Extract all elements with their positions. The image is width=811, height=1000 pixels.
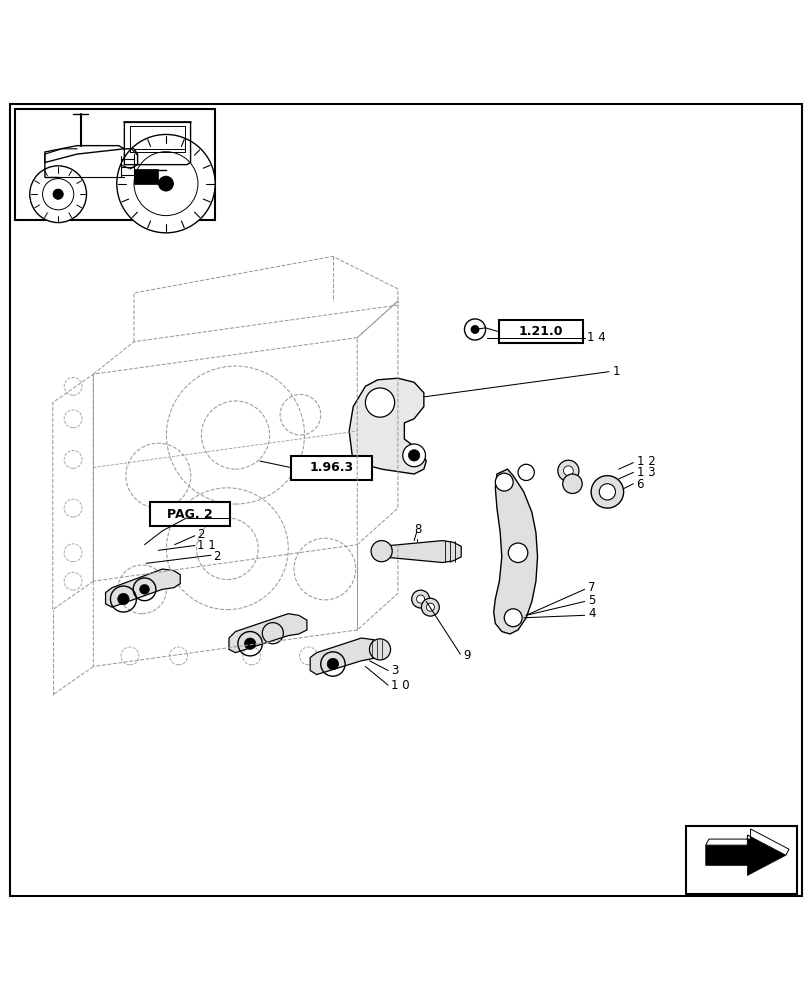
Circle shape [117, 134, 215, 233]
Text: 9: 9 [462, 649, 470, 662]
Polygon shape [381, 541, 461, 563]
Text: 1 4: 1 4 [586, 331, 605, 344]
Circle shape [327, 658, 338, 670]
Circle shape [464, 319, 485, 340]
Circle shape [408, 450, 419, 461]
Bar [499, 320, 582, 343]
Circle shape [30, 166, 87, 223]
Polygon shape [310, 638, 383, 675]
Circle shape [411, 590, 429, 608]
Polygon shape [705, 829, 788, 855]
Bar [150, 502, 230, 526]
Text: 5: 5 [587, 594, 594, 607]
Circle shape [470, 325, 478, 334]
Circle shape [495, 473, 513, 491]
Circle shape [590, 476, 623, 508]
Circle shape [369, 639, 390, 660]
Polygon shape [705, 835, 785, 875]
Bar [685, 826, 796, 894]
Text: 6: 6 [636, 478, 643, 491]
Text: 1.96.3: 1.96.3 [309, 461, 353, 474]
Circle shape [416, 595, 424, 603]
Text: 8: 8 [414, 523, 421, 536]
Circle shape [599, 484, 615, 500]
Circle shape [508, 543, 527, 563]
Bar [290, 456, 371, 480]
Polygon shape [134, 169, 158, 184]
Circle shape [134, 152, 198, 216]
Text: PAG. 2: PAG. 2 [167, 508, 212, 521]
Circle shape [402, 444, 425, 467]
Polygon shape [349, 378, 426, 474]
Circle shape [365, 388, 394, 417]
Text: 1 2: 1 2 [636, 455, 654, 468]
Circle shape [139, 584, 149, 594]
Text: 3: 3 [391, 664, 398, 677]
Circle shape [244, 638, 255, 649]
Circle shape [53, 189, 63, 199]
Text: 1 3: 1 3 [636, 466, 654, 479]
Text: 1.21.0: 1.21.0 [518, 325, 563, 338]
Circle shape [421, 598, 439, 616]
Text: 2: 2 [213, 550, 221, 563]
Text: 2: 2 [197, 528, 204, 541]
Circle shape [563, 466, 573, 476]
Text: 1 0: 1 0 [391, 679, 410, 692]
Polygon shape [229, 614, 307, 653]
Circle shape [42, 179, 74, 210]
Text: 7: 7 [587, 581, 594, 594]
Text: 1 1: 1 1 [197, 539, 216, 552]
Circle shape [557, 460, 578, 481]
Text: 1: 1 [612, 365, 620, 378]
Circle shape [371, 541, 392, 562]
Polygon shape [105, 569, 180, 607]
Polygon shape [493, 469, 537, 634]
Circle shape [118, 593, 129, 605]
Circle shape [158, 176, 173, 191]
Circle shape [426, 603, 434, 611]
Bar [15, 109, 215, 220]
Circle shape [562, 474, 581, 494]
Text: 4: 4 [587, 607, 594, 620]
Circle shape [504, 609, 521, 627]
